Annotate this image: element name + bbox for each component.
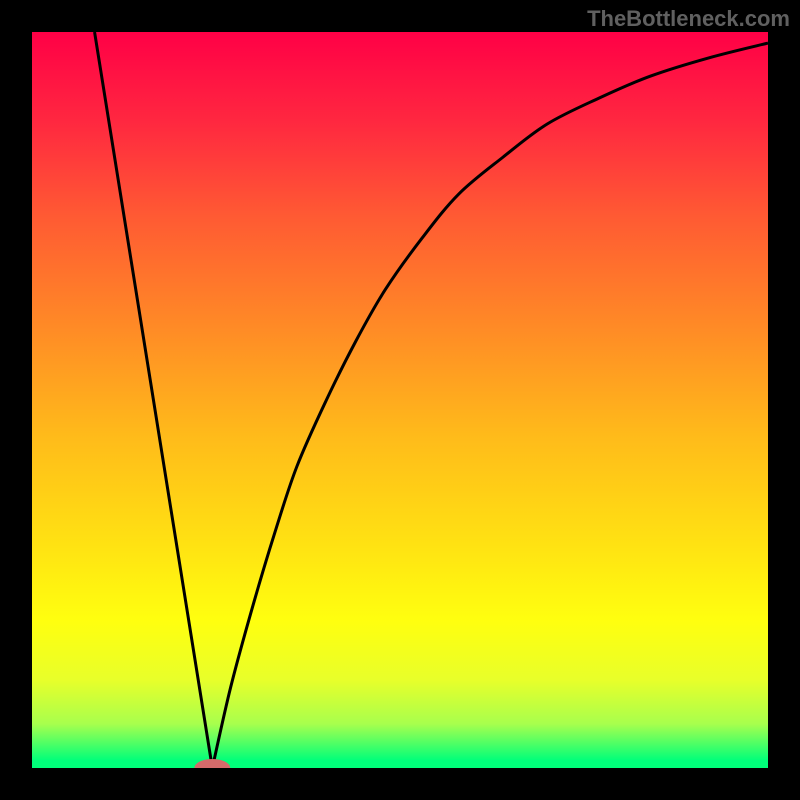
plot-area: [32, 32, 768, 768]
gradient-background: [32, 32, 768, 768]
watermark-text: TheBottleneck.com: [587, 6, 790, 32]
chart-container: TheBottleneck.com: [0, 0, 800, 800]
chart-svg: [32, 32, 768, 768]
